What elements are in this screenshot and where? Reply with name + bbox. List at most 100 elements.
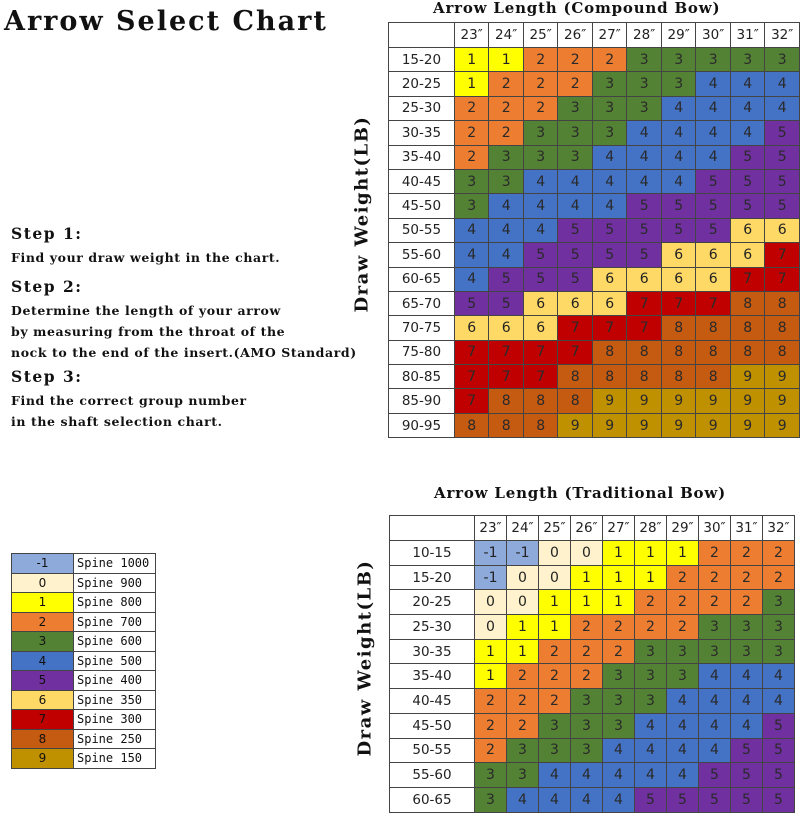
group-cell: 6 <box>695 242 731 268</box>
group-cell: 5 <box>762 762 795 788</box>
group-cell: 2 <box>557 71 593 97</box>
group-cell: 4 <box>570 762 603 788</box>
group-cell: 8 <box>729 339 766 366</box>
traditional-chart-table: 23″ 24″ 25″ 26″ 27″ 28″ 29″ 30″ 31″ 32″ 10-15 -1 -1 0… <box>389 515 795 813</box>
legend-label: Spine 500 <box>73 650 156 671</box>
group-cell: 2 <box>698 564 731 591</box>
row-header: 25-30 <box>388 95 455 122</box>
group-cell: 5 <box>591 242 628 268</box>
group-cell: 8 <box>488 412 524 439</box>
group-cell: 5 <box>698 762 731 788</box>
row-header: 35-40 <box>389 663 475 690</box>
group-cell: 2 <box>538 688 571 714</box>
group-cell: 4 <box>695 120 731 146</box>
group-cell: 4 <box>762 688 795 714</box>
group-cell: 3 <box>538 737 571 764</box>
group-cell: 4 <box>488 193 524 219</box>
group-cell: 3 <box>626 71 662 97</box>
group-cell: 5 <box>695 217 731 244</box>
group-cell: 7 <box>764 242 800 268</box>
legend-label: Spine 900 <box>73 572 156 593</box>
group-cell: 4 <box>626 168 662 195</box>
group-cell: 5 <box>762 737 795 764</box>
table-row: 45-50 3 4 4 4 4 5 5 5 5 5 <box>388 193 800 219</box>
group-cell: 1 <box>570 564 603 591</box>
group-cell: 4 <box>626 120 662 146</box>
group-cell: 3 <box>522 144 559 170</box>
step-3-line-2: in the shaft selection chart. <box>11 414 223 429</box>
row-header: 90-95 <box>388 412 455 439</box>
group-cell: 2 <box>474 688 507 714</box>
column-header: 27″ <box>591 22 628 48</box>
group-cell: 3 <box>522 120 559 146</box>
group-cell: 0 <box>570 540 603 566</box>
group-cell: 6 <box>591 290 628 317</box>
group-cell: 4 <box>488 242 524 268</box>
group-cell: 2 <box>474 712 507 739</box>
row-header: 80-85 <box>388 364 455 390</box>
group-cell: 8 <box>729 315 766 341</box>
group-cell: 7 <box>488 364 524 390</box>
table-row: 50-55 2 3 3 3 4 4 4 4 5 5 <box>389 737 795 764</box>
group-cell: 5 <box>698 786 731 813</box>
legend-row: 9 Spine 150 <box>11 748 156 769</box>
table-row: 85-90 7 8 8 8 9 9 9 9 9 9 <box>388 388 800 414</box>
group-cell: 7 <box>453 339 490 366</box>
group-cell: 5 <box>764 168 800 195</box>
group-cell: 6 <box>453 315 490 341</box>
group-cell: 8 <box>660 339 697 366</box>
group-cell: 4 <box>602 737 635 764</box>
table-row: 20-25 0 0 1 1 1 2 2 2 2 3 <box>389 589 795 616</box>
group-cell: 1 <box>538 589 571 616</box>
group-cell: 4 <box>626 144 662 170</box>
step-2-line-1: Determine the length of your arrow <box>11 303 281 318</box>
group-cell: 9 <box>660 412 697 439</box>
group-cell: 4 <box>522 193 559 219</box>
spine-legend: -1 Spine 1000 0 Spine 900 1 Spine 800 2 Spine 7… <box>11 553 156 769</box>
group-cell: 0 <box>506 564 539 591</box>
group-cell: 3 <box>602 712 635 739</box>
group-cell: 3 <box>538 712 571 739</box>
group-cell: 5 <box>764 120 800 146</box>
legend-label: Spine 300 <box>73 709 156 730</box>
group-cell: 5 <box>626 217 662 244</box>
table-row: 60-65 4 5 5 5 6 6 6 6 7 7 <box>388 266 800 292</box>
column-header: 31″ <box>730 515 763 541</box>
group-cell: 4 <box>666 712 699 739</box>
group-cell: 7 <box>453 364 490 390</box>
group-cell: 2 <box>474 737 507 764</box>
group-cell: 5 <box>522 242 559 268</box>
row-header: 45-50 <box>389 712 475 739</box>
group-cell: 4 <box>730 663 763 690</box>
group-cell: 3 <box>698 614 731 640</box>
column-header: 25″ <box>538 515 571 541</box>
group-cell: 3 <box>634 688 667 714</box>
group-cell: 9 <box>764 412 800 439</box>
group-cell: 0 <box>474 614 507 640</box>
row-header: 50-55 <box>388 217 455 244</box>
group-cell: 4 <box>634 762 667 788</box>
group-cell: 6 <box>729 217 766 244</box>
group-cell: 3 <box>626 95 662 122</box>
group-cell: 3 <box>557 144 593 170</box>
table-row: 75-80 7 7 7 7 8 8 8 8 8 8 <box>388 339 800 366</box>
group-cell: 3 <box>570 688 603 714</box>
group-cell: 3 <box>453 168 490 195</box>
group-cell: 3 <box>666 638 699 665</box>
group-cell: 2 <box>488 95 524 122</box>
group-cell: 2 <box>538 663 571 690</box>
group-cell: 4 <box>762 663 795 690</box>
row-header: 30-35 <box>388 120 455 146</box>
group-cell: 6 <box>660 266 697 292</box>
legend-row: -1 Spine 1000 <box>11 553 156 574</box>
group-cell: 1 <box>602 540 635 566</box>
group-cell: 7 <box>557 339 593 366</box>
column-header: 29″ <box>660 22 697 48</box>
group-cell: 4 <box>698 712 731 739</box>
table-row: 20-25 1 2 2 2 3 3 3 4 4 4 <box>388 71 800 97</box>
step-1-heading: Step 1: <box>11 224 83 243</box>
instructions: Step 1: Find your draw weight in the cha… <box>11 220 376 432</box>
group-cell: 1 <box>453 46 490 73</box>
row-header: 55-60 <box>388 242 455 268</box>
group-cell: 8 <box>522 412 559 439</box>
